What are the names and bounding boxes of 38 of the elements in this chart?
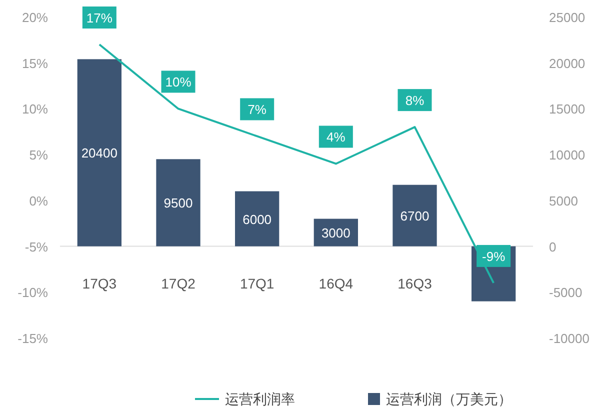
data-label: 9500: [164, 196, 193, 211]
legend-label: 运营利润率: [225, 391, 295, 407]
y2-tick-label: 25000: [549, 10, 586, 25]
y2-tick-label: 10000: [549, 148, 586, 163]
data-label: 8%: [405, 93, 425, 108]
data-label: 10%: [165, 74, 192, 90]
data-label: 20400: [81, 146, 118, 161]
x-tick-label: 17Q1: [240, 275, 274, 292]
y2-tick-label: 0: [549, 239, 556, 254]
data-label: 6700: [400, 208, 430, 224]
data-label: -9%: [482, 248, 506, 264]
bar: [235, 191, 280, 246]
data-label: 7%: [248, 102, 267, 118]
y-tick-label: 10%: [22, 102, 48, 117]
y-tick-label: 0%: [29, 193, 48, 208]
x-tick-label: 16Q3: [398, 275, 432, 292]
x-tick-label: 17Q2: [161, 275, 196, 292]
data-label: 6000: [242, 212, 272, 227]
bar: [77, 59, 122, 246]
bar: [156, 159, 200, 246]
x-tick-label: 16Q4: [318, 275, 354, 292]
y-tick-label: 5%: [29, 148, 48, 163]
data-label: 3000: [321, 226, 350, 241]
y-tick-label: -5%: [24, 239, 48, 254]
y2-tick-label: 5000: [549, 193, 578, 208]
y2-tick-label: 20000: [549, 56, 586, 71]
legend-label: 运营利润（万美元）: [386, 391, 512, 407]
x-tick-label: 17Q3: [82, 275, 117, 292]
y2-tick-label: 15000: [549, 102, 586, 117]
y-tick-label: 20%: [22, 10, 48, 25]
y-tick-label: 15%: [22, 56, 48, 71]
y2-tick-label: -5000: [549, 285, 582, 300]
y-tick-label: -15%: [18, 331, 48, 346]
y2-tick-label: -10000: [549, 331, 590, 346]
data-label: 4%: [326, 130, 346, 145]
y-tick-label: -10%: [18, 285, 48, 300]
data-label: 17%: [86, 10, 113, 26]
bar: [392, 184, 437, 246]
